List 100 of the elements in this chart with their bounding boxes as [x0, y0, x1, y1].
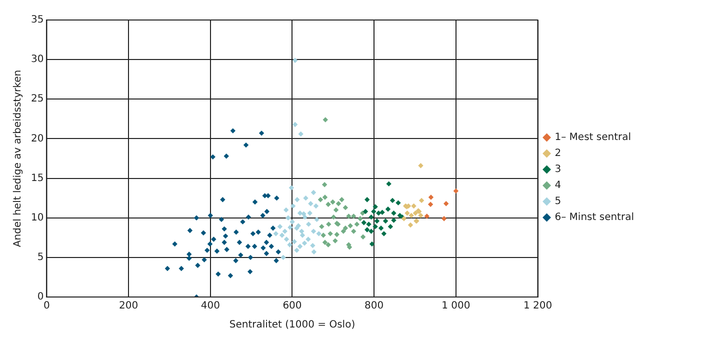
point: [441, 216, 447, 222]
point: [220, 197, 226, 202]
point: [364, 227, 370, 232]
point: [336, 201, 342, 206]
point: [371, 208, 376, 214]
point: [322, 117, 328, 122]
point: [290, 203, 296, 209]
point: [303, 195, 308, 201]
point: [222, 240, 227, 245]
point: [334, 232, 340, 238]
point: [302, 240, 308, 246]
point: [418, 198, 424, 204]
point: [287, 242, 292, 248]
point: [273, 231, 278, 236]
point: [396, 200, 401, 206]
point: [322, 194, 328, 200]
point: [428, 202, 434, 208]
point: [280, 254, 286, 260]
point: [319, 224, 324, 230]
point: [216, 271, 221, 277]
y-tick-label: 5: [37, 252, 44, 264]
point: [224, 246, 230, 252]
point: [310, 190, 316, 196]
point: [274, 195, 280, 201]
point: [368, 228, 374, 234]
legend-label: 4: [554, 180, 562, 192]
point: [246, 214, 252, 220]
point: [286, 215, 291, 220]
point: [322, 182, 328, 188]
point: [299, 228, 304, 234]
point: [202, 257, 207, 262]
point: [369, 241, 375, 247]
point: [364, 197, 370, 202]
point: [372, 224, 378, 230]
point: [342, 204, 348, 210]
point: [310, 228, 316, 234]
point: [314, 216, 320, 222]
point: [288, 224, 293, 230]
point: [172, 241, 178, 247]
y-tick-label: 35: [30, 14, 44, 26]
point: [252, 199, 258, 205]
point: [260, 245, 266, 251]
point: [374, 218, 380, 224]
point: [243, 142, 249, 148]
point: [264, 250, 270, 256]
point: [358, 216, 363, 222]
x-tick-label: 800: [364, 300, 384, 312]
legend-label: 6– Minst sentral: [554, 212, 634, 224]
point: [428, 194, 434, 200]
x-tick-label: 600: [282, 300, 302, 312]
point: [284, 236, 290, 242]
x-tick-label: 200: [119, 300, 138, 312]
point: [292, 239, 297, 244]
point: [288, 185, 294, 190]
legend-label: 2: [554, 148, 562, 160]
point: [234, 230, 239, 235]
point: [252, 244, 258, 249]
point: [224, 154, 229, 159]
point: [214, 248, 220, 254]
point: [333, 207, 339, 213]
point: [266, 193, 271, 198]
point: [346, 214, 352, 219]
point: [326, 242, 331, 248]
point: [326, 222, 332, 227]
point: [318, 197, 324, 202]
point: [267, 232, 272, 238]
point: [296, 223, 301, 228]
point: [298, 131, 304, 137]
point: [424, 214, 430, 219]
point: [316, 231, 322, 236]
point: [294, 248, 300, 253]
point: [248, 269, 253, 274]
y-tick-label: 0: [37, 292, 44, 303]
point: [204, 248, 210, 253]
point: [256, 230, 261, 235]
point: [222, 233, 228, 239]
point: [210, 154, 216, 160]
point: [311, 249, 317, 254]
point: [390, 198, 396, 204]
y-tick-label: 10: [30, 212, 44, 224]
point: [386, 181, 392, 186]
point: [292, 122, 298, 128]
x-tick-label: 400: [200, 300, 220, 312]
point: [297, 244, 303, 249]
point: [362, 208, 368, 214]
point: [391, 218, 396, 223]
x-tick-label: 1 200: [523, 300, 552, 312]
point: [301, 211, 306, 216]
legend-label: 1– Mest sentral: [554, 132, 632, 144]
point: [282, 228, 288, 234]
point: [270, 226, 276, 231]
point: [342, 226, 348, 231]
point: [408, 222, 414, 228]
point: [381, 231, 387, 236]
point: [348, 223, 353, 228]
point: [361, 220, 366, 226]
point: [411, 203, 416, 209]
point: [339, 197, 344, 202]
point: [388, 224, 394, 230]
point: [320, 232, 326, 238]
